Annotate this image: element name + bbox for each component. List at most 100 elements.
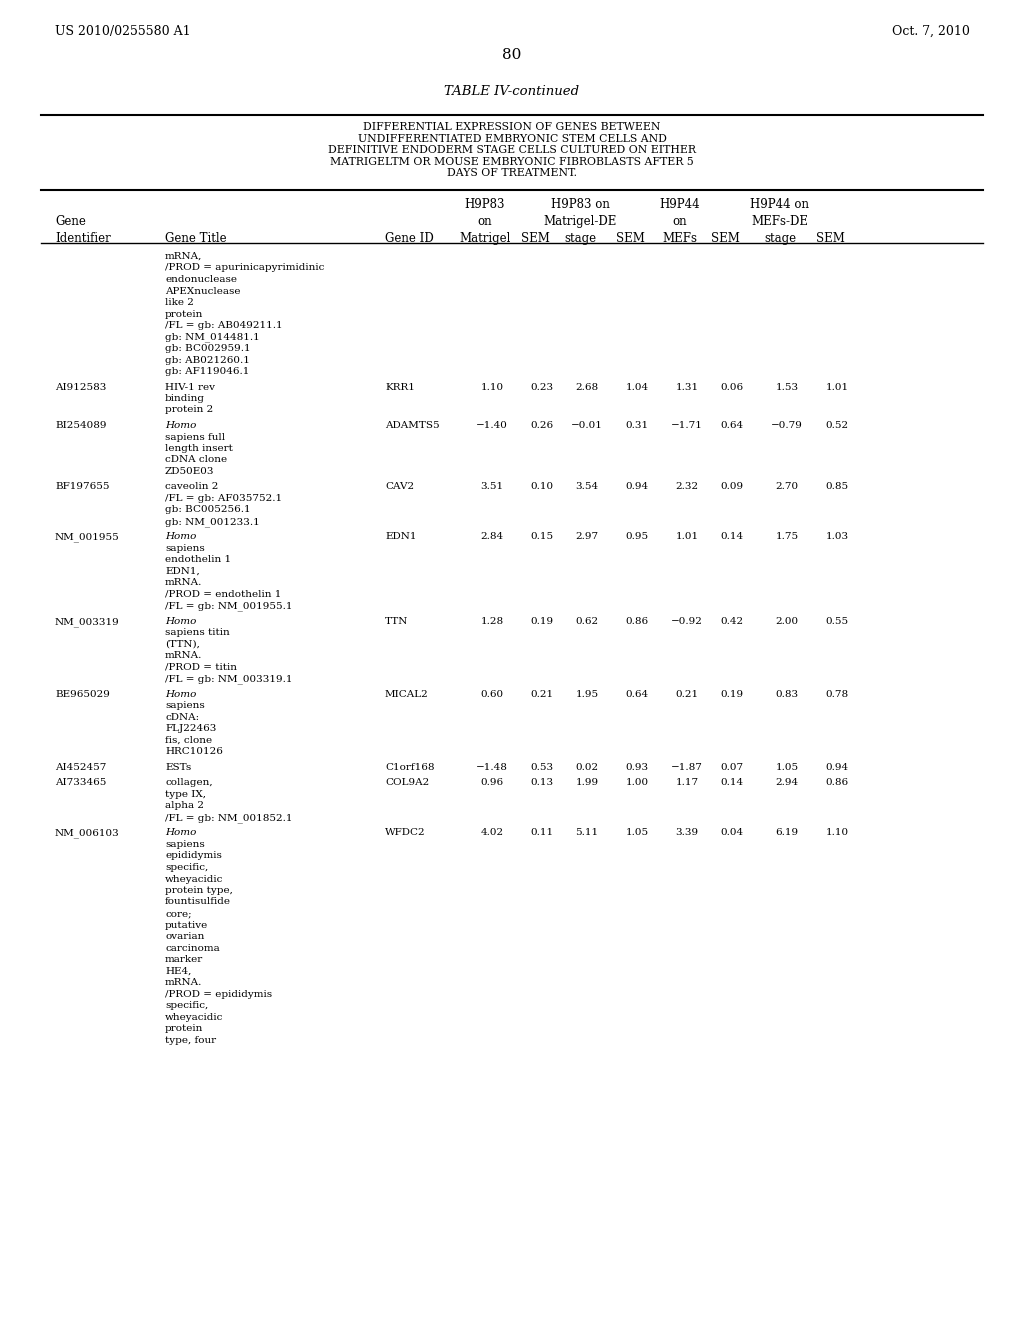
Text: HRC10126: HRC10126 (165, 747, 223, 756)
Text: carcinoma: carcinoma (165, 944, 220, 953)
Text: 1.99: 1.99 (575, 779, 599, 788)
Text: TTN: TTN (385, 616, 409, 626)
Text: ADAMTS5: ADAMTS5 (385, 421, 439, 430)
Text: protein: protein (165, 309, 204, 318)
Text: cDNA:: cDNA: (165, 713, 199, 722)
Text: US 2010/0255580 A1: US 2010/0255580 A1 (55, 25, 190, 38)
Text: 1.75: 1.75 (775, 532, 799, 541)
Text: −0.79: −0.79 (771, 421, 803, 430)
Text: 0.83: 0.83 (775, 690, 799, 700)
Text: 5.11: 5.11 (575, 829, 599, 837)
Text: 0.96: 0.96 (480, 779, 504, 788)
Text: NM_003319: NM_003319 (55, 616, 120, 627)
Text: AI912583: AI912583 (55, 383, 106, 392)
Text: epididymis: epididymis (165, 851, 222, 861)
Text: 0.86: 0.86 (825, 779, 849, 788)
Text: EDN1: EDN1 (385, 532, 417, 541)
Text: 0.11: 0.11 (530, 829, 554, 837)
Text: SEM: SEM (815, 232, 845, 246)
Text: /PROD = epididymis: /PROD = epididymis (165, 990, 272, 998)
Text: 0.23: 0.23 (530, 383, 554, 392)
Text: like 2: like 2 (165, 298, 194, 308)
Text: APEXnuclease: APEXnuclease (165, 286, 241, 296)
Text: H9P83: H9P83 (465, 198, 505, 211)
Text: ESTs: ESTs (165, 763, 191, 772)
Text: 2.94: 2.94 (775, 779, 799, 788)
Text: sapiens: sapiens (165, 701, 205, 710)
Text: mRNA.: mRNA. (165, 652, 203, 660)
Text: mRNA.: mRNA. (165, 978, 203, 987)
Text: wheyacidic: wheyacidic (165, 1012, 223, 1022)
Text: −0.92: −0.92 (671, 616, 702, 626)
Text: H9P83 on: H9P83 on (551, 198, 609, 211)
Text: 1.28: 1.28 (480, 616, 504, 626)
Text: endothelin 1: endothelin 1 (165, 556, 231, 565)
Text: gb: NM_001233.1: gb: NM_001233.1 (165, 517, 260, 527)
Text: /FL = gb: NM_001955.1: /FL = gb: NM_001955.1 (165, 602, 293, 611)
Text: 0.85: 0.85 (825, 483, 849, 491)
Text: 0.14: 0.14 (721, 779, 743, 788)
Text: Homo: Homo (165, 829, 197, 837)
Text: Homo: Homo (165, 690, 197, 700)
Text: binding: binding (165, 393, 205, 403)
Text: type, four: type, four (165, 1035, 216, 1044)
Text: HE4,: HE4, (165, 966, 191, 975)
Text: fountisulfide: fountisulfide (165, 898, 231, 907)
Text: 0.95: 0.95 (626, 532, 648, 541)
Text: 1.10: 1.10 (825, 829, 849, 837)
Text: on: on (673, 215, 687, 228)
Text: AI733465: AI733465 (55, 779, 106, 788)
Text: gb: AF119046.1: gb: AF119046.1 (165, 367, 250, 376)
Text: 2.68: 2.68 (575, 383, 599, 392)
Text: Identifier: Identifier (55, 232, 111, 246)
Text: 0.09: 0.09 (721, 483, 743, 491)
Text: −1.48: −1.48 (476, 763, 508, 772)
Text: sapiens titin: sapiens titin (165, 628, 229, 638)
Text: sapiens full: sapiens full (165, 433, 225, 441)
Text: endonuclease: endonuclease (165, 275, 237, 284)
Text: sapiens: sapiens (165, 840, 205, 849)
Text: 1.95: 1.95 (575, 690, 599, 700)
Text: gb: AB021260.1: gb: AB021260.1 (165, 355, 250, 364)
Text: EDN1,: EDN1, (165, 568, 200, 576)
Text: 2.84: 2.84 (480, 532, 504, 541)
Text: gb: NM_014481.1: gb: NM_014481.1 (165, 333, 260, 342)
Text: 3.54: 3.54 (575, 483, 599, 491)
Text: 0.60: 0.60 (480, 690, 504, 700)
Text: type IX,: type IX, (165, 789, 206, 799)
Text: stage: stage (764, 232, 796, 246)
Text: H9P44: H9P44 (659, 198, 700, 211)
Text: /PROD = endothelin 1: /PROD = endothelin 1 (165, 590, 282, 599)
Text: 0.14: 0.14 (721, 532, 743, 541)
Text: core;: core; (165, 909, 191, 917)
Text: putative: putative (165, 920, 208, 929)
Text: MICAL2: MICAL2 (385, 690, 429, 700)
Text: 1.03: 1.03 (825, 532, 849, 541)
Text: BF197655: BF197655 (55, 483, 110, 491)
Text: 1.31: 1.31 (676, 383, 698, 392)
Text: WFDC2: WFDC2 (385, 829, 426, 837)
Text: cDNA clone: cDNA clone (165, 455, 227, 465)
Text: 2.00: 2.00 (775, 616, 799, 626)
Text: COL9A2: COL9A2 (385, 779, 429, 788)
Text: NM_006103: NM_006103 (55, 829, 120, 838)
Text: 0.94: 0.94 (626, 483, 648, 491)
Text: fis, clone: fis, clone (165, 737, 212, 744)
Text: 2.70: 2.70 (775, 483, 799, 491)
Text: 0.31: 0.31 (626, 421, 648, 430)
Text: NM_001955: NM_001955 (55, 532, 120, 543)
Text: 0.19: 0.19 (721, 690, 743, 700)
Text: 80: 80 (503, 48, 521, 62)
Text: H9P44 on: H9P44 on (751, 198, 810, 211)
Text: AI452457: AI452457 (55, 763, 106, 772)
Text: Homo: Homo (165, 532, 197, 541)
Text: BE965029: BE965029 (55, 690, 110, 700)
Text: 0.07: 0.07 (721, 763, 743, 772)
Text: SEM: SEM (711, 232, 739, 246)
Text: sapiens: sapiens (165, 544, 205, 553)
Text: /PROD = apurinicapyrimidinic: /PROD = apurinicapyrimidinic (165, 264, 325, 272)
Text: MEFs: MEFs (663, 232, 697, 246)
Text: gb: BC002959.1: gb: BC002959.1 (165, 345, 251, 352)
Text: specific,: specific, (165, 1001, 208, 1010)
Text: marker: marker (165, 954, 203, 964)
